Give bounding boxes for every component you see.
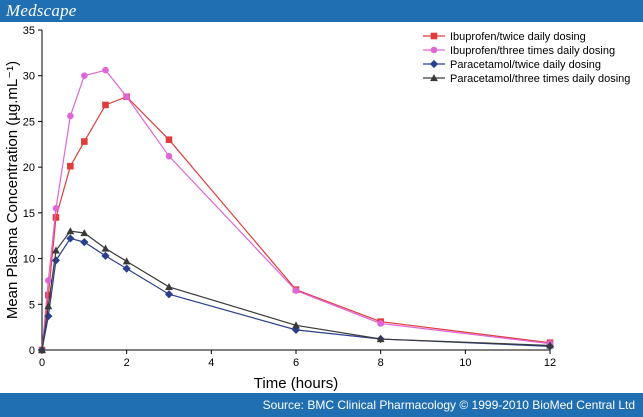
series-2-point — [102, 66, 109, 74]
series-1-point — [67, 162, 74, 170]
series-4-point — [122, 257, 131, 265]
y-tick-label: 35 — [23, 25, 35, 37]
series-4-point — [38, 346, 46, 354]
series-1-line — [41, 96, 551, 351]
legend-marker-2 — [430, 46, 438, 54]
legend-marker-3 — [429, 59, 439, 69]
series-3-point — [164, 290, 174, 299]
x-tick-label: 6 — [293, 357, 299, 369]
legend-marker-4 — [430, 74, 438, 82]
x-axis-label: Time (hours) — [254, 375, 338, 392]
series-3-point — [44, 312, 53, 321]
series-2-point — [45, 277, 52, 284]
x-tick-label: 8 — [378, 357, 384, 369]
series-4-point — [44, 302, 53, 310]
series-4-point — [165, 283, 173, 291]
series-2-point — [52, 204, 60, 212]
series-3-point — [51, 256, 61, 265]
series-3-point — [66, 234, 75, 243]
top-banner: Medscape — [0, 0, 643, 22]
series-4-point — [101, 244, 110, 252]
series-4-point — [292, 321, 300, 329]
series-2-point — [123, 93, 130, 101]
series-3-point — [101, 251, 110, 260]
series-2-line — [41, 69, 551, 351]
series-1-point — [52, 214, 60, 221]
y-axis-label: Mean Plasma Concentration (µg.mL⁻¹) — [4, 61, 21, 319]
series-4-point — [52, 246, 60, 254]
legend-label-3: Paracetamol/twice daily dosing — [450, 59, 601, 71]
series-2-point — [81, 72, 88, 80]
y-tick-label: 30 — [23, 71, 35, 83]
x-tick-label: 0 — [39, 357, 45, 369]
series-1-point — [45, 291, 52, 299]
series-4-point — [80, 229, 89, 237]
y-tick-label: 0 — [29, 345, 35, 357]
legend-label-2: Ibuprofen/three times daily dosing — [450, 45, 615, 57]
series-4-point — [376, 335, 385, 343]
bottom-banner: Source: BMC Clinical Pharmacology © 1999… — [0, 393, 643, 417]
series-2-point — [165, 152, 173, 160]
x-tick-label: 12 — [544, 357, 556, 369]
series-2-point — [292, 287, 300, 294]
y-tick-label: 20 — [23, 162, 35, 174]
series-1-point — [165, 136, 173, 144]
x-tick-label: 10 — [459, 357, 471, 369]
legend-label-4: Paracetamol/three times daily dosing — [450, 73, 630, 85]
series-1-point — [81, 138, 88, 145]
series-1-point — [102, 101, 109, 109]
series-2-point — [377, 320, 384, 327]
series-4-point — [546, 341, 554, 349]
y-tick-label: 10 — [23, 254, 35, 266]
medscape-logo: Medscape — [6, 1, 77, 20]
series-3-point — [80, 238, 89, 247]
source-credit: Source: BMC Clinical Pharmacology © 1999… — [262, 398, 635, 412]
y-tick-label: 25 — [23, 116, 35, 128]
x-tick-label: 4 — [208, 357, 214, 369]
series-3-point — [122, 264, 131, 273]
legend-label-1: Ibuprofen/twice daily dosing — [450, 31, 586, 43]
legend-marker-1 — [430, 32, 438, 40]
y-tick-label: 5 — [29, 299, 35, 311]
series-4-point — [66, 227, 75, 235]
x-tick-label: 2 — [124, 357, 130, 369]
series-2-point — [67, 112, 74, 120]
y-tick-label: 15 — [23, 208, 35, 220]
